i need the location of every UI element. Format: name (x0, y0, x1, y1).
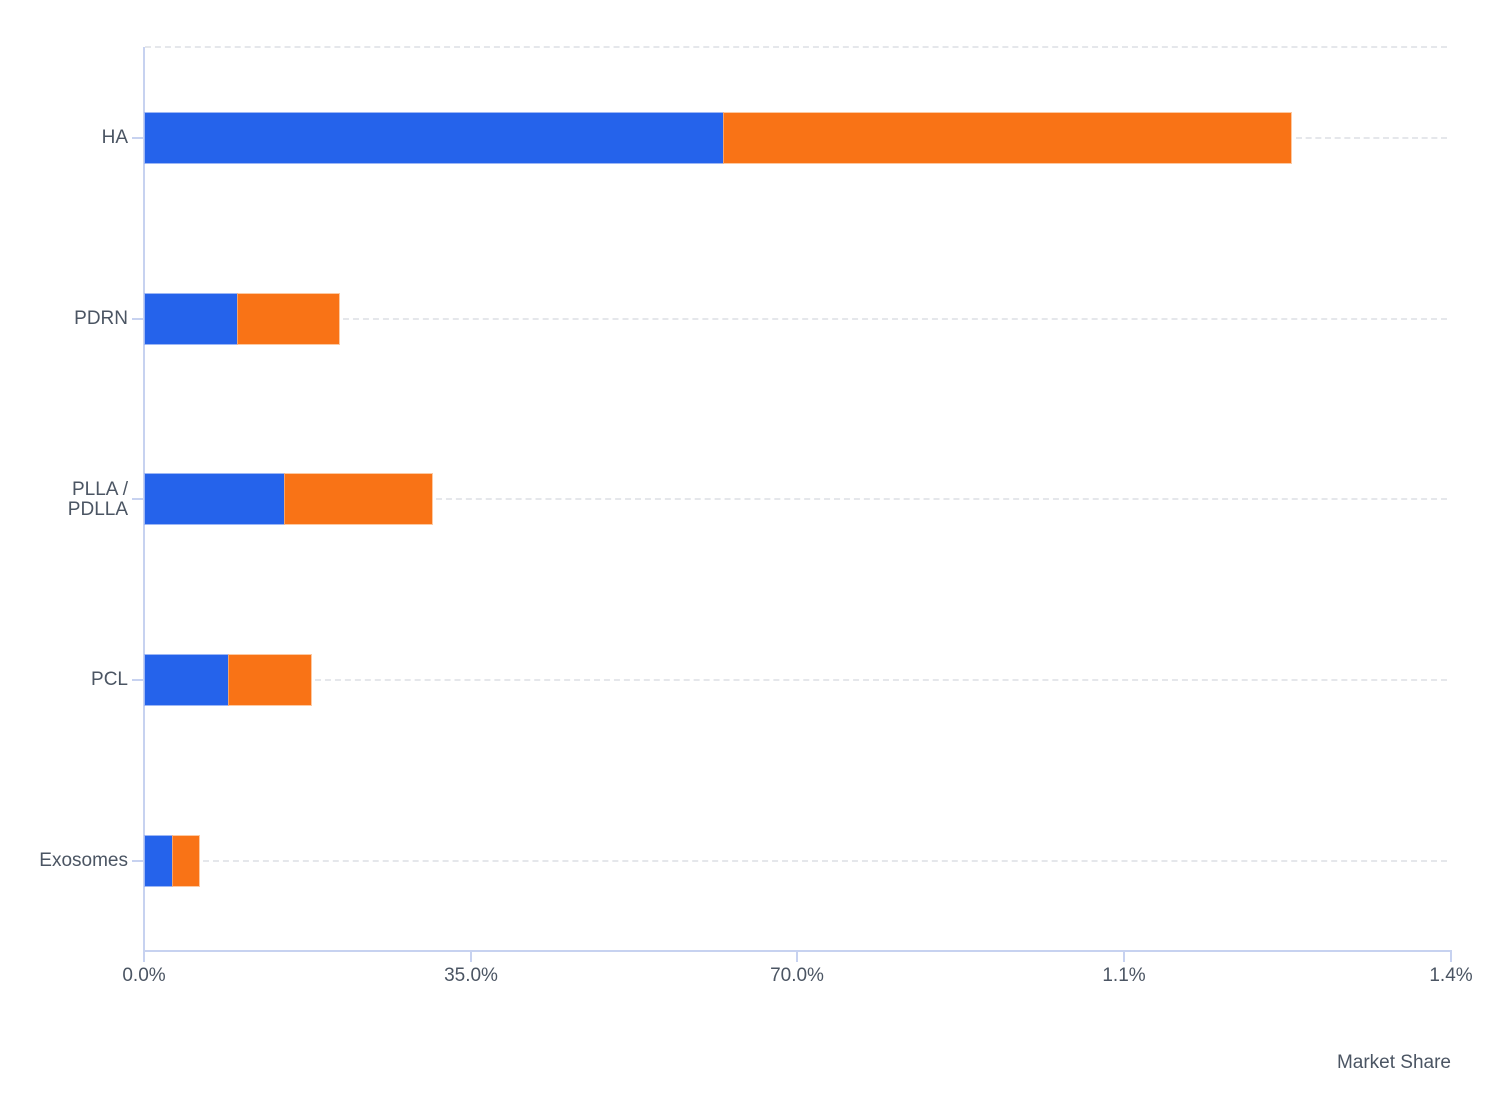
gridline-pcl (315, 679, 1447, 681)
y-label-line: PCL (91, 669, 128, 690)
bar-segment-pcl-series-1 (144, 654, 229, 706)
y-label-exosomes: Exosomes (0, 851, 128, 871)
x-tick-label: 0.0% (122, 965, 166, 986)
gridline-ha (1296, 137, 1447, 139)
bar-segment-ha-series-2 (722, 112, 1293, 164)
x-tick-label: 70.0% (770, 965, 824, 986)
y-label-ha: HA (0, 128, 128, 148)
y-label-line: PDLLA (67, 499, 128, 520)
x-tick (470, 951, 472, 962)
y-label-line: HA (101, 127, 128, 148)
bar-segment-pcl-series-2 (228, 654, 313, 706)
y-tick (132, 318, 143, 320)
bar-segment-exosomes-series-2 (172, 835, 200, 887)
x-tick (1450, 951, 1452, 962)
gridline-plla (436, 498, 1447, 500)
y-label-line: PLLA / (72, 479, 128, 500)
y-label-pcl: PCL (0, 670, 128, 690)
y-tick (132, 137, 143, 139)
bar-segment-ha-series-1 (144, 112, 723, 164)
x-tick (143, 951, 145, 962)
y-tick (132, 498, 143, 500)
x-tick (796, 951, 798, 962)
bar-segment-plla-pdlla-series-1 (144, 473, 285, 525)
bar-segment-plla-pdlla-series-2 (284, 473, 434, 525)
gridline-pdrn (343, 318, 1447, 320)
gridline-top (145, 46, 1447, 48)
y-label-line: PDRN (74, 308, 128, 329)
y-label-pdrn: PDRN (0, 309, 128, 329)
bar-segment-exosomes-series-1 (144, 835, 172, 887)
y-tick (132, 860, 143, 862)
x-tick-label: 1.4% (1429, 965, 1473, 986)
y-tick (132, 679, 143, 681)
bar-segment-pdrn-series-1 (144, 293, 238, 345)
x-axis-title: Market Share (1336, 1052, 1451, 1073)
x-tick (1123, 951, 1125, 962)
gridline-exosomes (203, 860, 1447, 862)
x-tick-label: 35.0% (444, 965, 498, 986)
x-tick-label: 1.1% (1102, 965, 1146, 986)
y-label-line: Exosomes (39, 850, 128, 871)
y-label-plla-pdlla: PLLA / PDLLA (0, 480, 128, 520)
bar-segment-pdrn-series-2 (237, 293, 341, 345)
